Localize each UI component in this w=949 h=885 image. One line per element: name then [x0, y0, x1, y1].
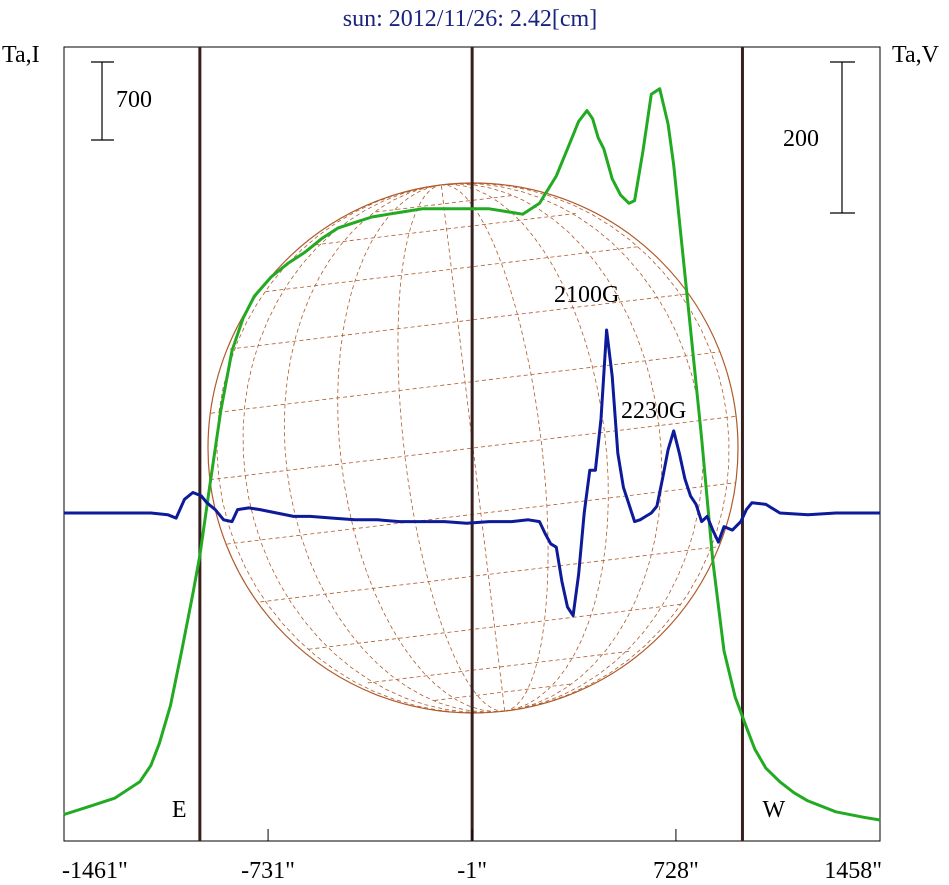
intensity-series-line [63, 87, 881, 822]
latitude-line [314, 212, 579, 246]
longitude-line [397, 184, 505, 712]
marker-label: E [172, 797, 187, 823]
x-tick-label: 1458" [824, 858, 882, 884]
data-series [63, 87, 881, 822]
left-scale-bar: 700 [91, 61, 152, 141]
x-tick-label: -731" [241, 858, 295, 884]
longitude-line [441, 182, 730, 712]
x-tick-label: 728" [653, 858, 699, 884]
longitude-line [441, 184, 609, 712]
latitude-line [229, 293, 686, 350]
chart-title: sun: 2012/11/26: 2.42[cm] [343, 6, 597, 32]
longitude-line [441, 183, 663, 712]
marker-label: W [762, 797, 785, 823]
longitude-line [283, 184, 505, 713]
left-scale-label: 700 [116, 87, 152, 113]
longitude-line [441, 184, 549, 712]
longitude-line [216, 184, 505, 714]
x-tick-label: -1461" [62, 858, 128, 884]
x-axis-ticks: -1461" -731" -1" 728" 1458" [62, 829, 882, 884]
polarization-series-line [64, 328, 880, 618]
annotation-2230g: 2230G [621, 398, 686, 424]
latitude-line [367, 650, 632, 684]
longitude-line [242, 184, 505, 713]
annotation-2100g: 2100G [554, 282, 619, 308]
x-tick-label: -1" [457, 858, 487, 884]
right-scale-label: 200 [783, 126, 819, 152]
latitude-line [260, 546, 717, 603]
latitude-line [434, 683, 571, 701]
latitude-line [375, 195, 512, 213]
left-axis-label: Ta,I [2, 42, 40, 68]
solar-disk-grid [207, 182, 739, 714]
longitude-line [440, 184, 506, 712]
right-axis-label: Ta,V [892, 42, 940, 68]
right-scale-bar: 200 [783, 61, 855, 214]
longitude-line [337, 184, 505, 712]
